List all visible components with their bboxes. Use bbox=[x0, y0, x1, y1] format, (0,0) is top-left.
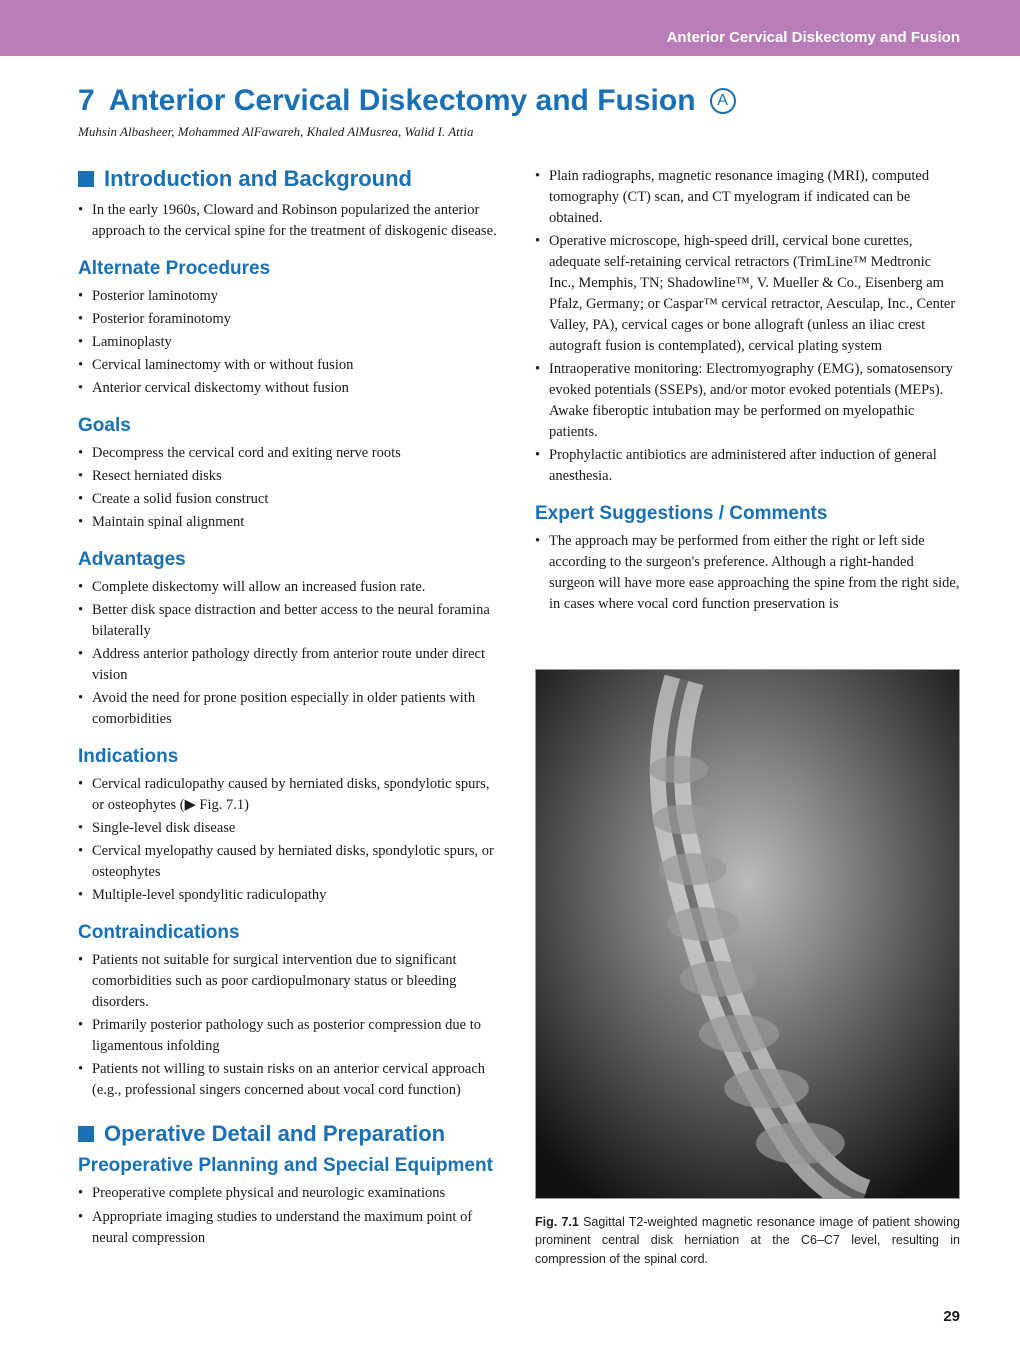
list-item: Patients not willing to sustain risks on… bbox=[78, 1059, 503, 1101]
expert-list: The approach may be performed from eithe… bbox=[535, 531, 960, 615]
square-bullet-icon bbox=[78, 1126, 94, 1142]
section-intro-heading: Introduction and Background bbox=[78, 166, 503, 192]
list-item: Maintain spinal alignment bbox=[78, 512, 503, 533]
list-item: Patients not suitable for surgical inter… bbox=[78, 950, 503, 1013]
subheading-expert: Expert Suggestions / Comments bbox=[535, 503, 960, 525]
list-item: Plain radiographs, magnetic resonance im… bbox=[535, 166, 960, 229]
list-item: Decompress the cervical cord and exiting… bbox=[78, 443, 503, 464]
two-column-layout: Introduction and Background In the early… bbox=[78, 166, 960, 1268]
list-item: Posterior laminotomy bbox=[78, 286, 503, 307]
list-item: Preoperative complete physical and neuro… bbox=[78, 1183, 503, 1204]
list-item: Intraoperative monitoring: Electromyogra… bbox=[535, 359, 960, 443]
figure-image bbox=[535, 669, 960, 1199]
advantages-list: Complete diskectomy will allow an increa… bbox=[78, 577, 503, 730]
list-item: Address anterior pathology directly from… bbox=[78, 644, 503, 686]
section-operative-heading: Operative Detail and Preparation bbox=[78, 1121, 503, 1147]
square-bullet-icon bbox=[78, 171, 94, 187]
list-item: Create a solid fusion construct bbox=[78, 489, 503, 510]
goals-list: Decompress the cervical cord and exiting… bbox=[78, 443, 503, 533]
chapter-title: 7 Anterior Cervical Diskectomy and Fusio… bbox=[78, 84, 960, 118]
section-intro-title: Introduction and Background bbox=[104, 166, 412, 192]
list-item: Better disk space distraction and better… bbox=[78, 600, 503, 642]
subheading-preop: Preoperative Planning and Special Equipm… bbox=[78, 1155, 503, 1177]
list-item: Cervical myelopathy caused by herniated … bbox=[78, 841, 503, 883]
list-item: Multiple-level spondylitic radiculopathy bbox=[78, 885, 503, 906]
figure-label: Fig. 7.1 bbox=[535, 1215, 579, 1229]
section-operative-title: Operative Detail and Preparation bbox=[104, 1121, 445, 1147]
preop-list: Preoperative complete physical and neuro… bbox=[78, 1183, 503, 1248]
list-item: The approach may be performed from eithe… bbox=[535, 531, 960, 615]
subheading-advantages: Advantages bbox=[78, 549, 503, 571]
list-item: Operative microscope, high-speed drill, … bbox=[535, 231, 960, 357]
list-item: Avoid the need for prone position especi… bbox=[78, 688, 503, 730]
left-column: Introduction and Background In the early… bbox=[78, 166, 503, 1268]
figure-caption-text: Sagittal T2-weighted magnetic resonance … bbox=[535, 1215, 960, 1265]
intro-list: In the early 1960s, Cloward and Robinson… bbox=[78, 200, 503, 242]
list-item: Primarily posterior pathology such as po… bbox=[78, 1015, 503, 1057]
subheading-alt: Alternate Procedures bbox=[78, 258, 503, 280]
preop-continued-list: Plain radiographs, magnetic resonance im… bbox=[535, 166, 960, 487]
list-item: In the early 1960s, Cloward and Robinson… bbox=[78, 200, 503, 242]
list-item: Laminoplasty bbox=[78, 332, 503, 353]
chapter-number: 7 bbox=[78, 84, 95, 118]
indications-list: Cervical radiculopathy caused by herniat… bbox=[78, 774, 503, 906]
list-item: Prophylactic antibiotics are administere… bbox=[535, 445, 960, 487]
badge-a-icon: A bbox=[710, 88, 736, 114]
running-title: Anterior Cervical Diskectomy and Fusion bbox=[667, 29, 960, 46]
list-item: Complete diskectomy will allow an increa… bbox=[78, 577, 503, 598]
page-number: 29 bbox=[78, 1308, 960, 1325]
subheading-contra: Contraindications bbox=[78, 922, 503, 944]
authors: Muhsin Albasheer, Mohammed AlFawareh, Kh… bbox=[78, 124, 960, 140]
figure-box: Fig. 7.1 Sagittal T2-weighted magnetic r… bbox=[535, 669, 960, 1267]
right-column: Plain radiographs, magnetic resonance im… bbox=[535, 166, 960, 1268]
subheading-indications: Indications bbox=[78, 746, 503, 768]
alt-list: Posterior laminotomy Posterior foraminot… bbox=[78, 286, 503, 399]
list-item: Single-level disk disease bbox=[78, 818, 503, 839]
figure-caption: Fig. 7.1 Sagittal T2-weighted magnetic r… bbox=[535, 1213, 960, 1267]
chapter-title-text: Anterior Cervical Diskectomy and Fusion bbox=[109, 84, 696, 118]
header-band: Anterior Cervical Diskectomy and Fusion bbox=[0, 0, 1020, 56]
list-item: Anterior cervical diskectomy without fus… bbox=[78, 378, 503, 399]
page-content: 7 Anterior Cervical Diskectomy and Fusio… bbox=[0, 56, 1020, 1345]
list-item: Cervical laminectomy with or without fus… bbox=[78, 355, 503, 376]
list-item: Cervical radiculopathy caused by herniat… bbox=[78, 774, 503, 816]
list-item: Resect herniated disks bbox=[78, 466, 503, 487]
subheading-goals: Goals bbox=[78, 415, 503, 437]
list-item: Posterior foraminotomy bbox=[78, 309, 503, 330]
list-item: Appropriate imaging studies to understan… bbox=[78, 1207, 503, 1249]
contra-list: Patients not suitable for surgical inter… bbox=[78, 950, 503, 1101]
